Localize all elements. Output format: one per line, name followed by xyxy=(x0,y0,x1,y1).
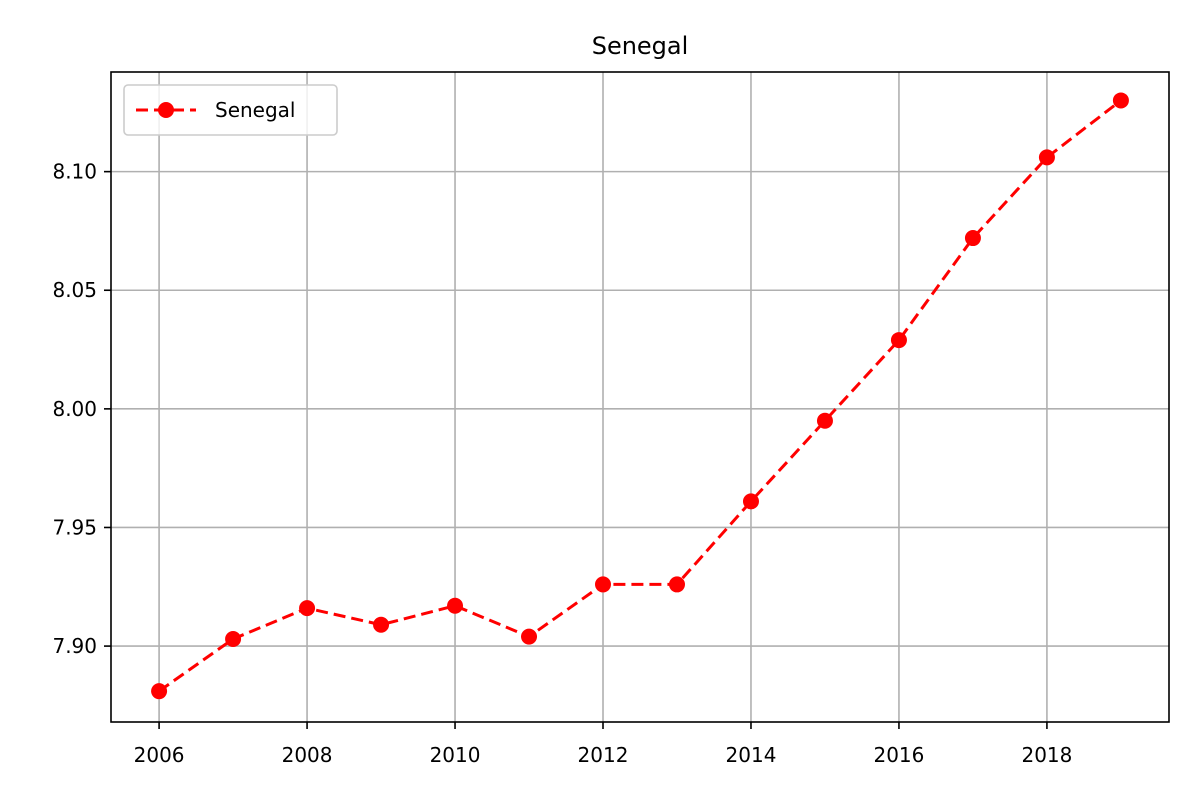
legend-marker xyxy=(158,102,174,118)
plot-frame xyxy=(110,71,1170,723)
data-point xyxy=(373,616,390,633)
grid xyxy=(111,72,1169,722)
data-point xyxy=(742,493,759,510)
x-tick-label: 2006 xyxy=(134,743,185,767)
data-point xyxy=(595,576,612,593)
y-tick-label: 8.05 xyxy=(52,278,97,302)
data-point xyxy=(1038,149,1055,166)
x-tick-label: 2014 xyxy=(726,743,777,767)
legend-box xyxy=(123,84,338,136)
y-tick-label: 8.10 xyxy=(52,160,97,184)
series-layer xyxy=(151,92,1129,700)
y-tick-label: 8.00 xyxy=(52,397,97,421)
y-tick-label: 7.90 xyxy=(52,634,97,658)
x-tick-label: 2018 xyxy=(1021,743,1072,767)
data-point xyxy=(1112,92,1129,109)
x-tick-label: 2010 xyxy=(430,743,481,767)
x-tick-label: 2016 xyxy=(873,743,924,767)
data-point xyxy=(299,600,316,617)
x-tick-label: 2008 xyxy=(282,743,333,767)
data-point xyxy=(225,630,242,647)
legend: Senegal xyxy=(123,84,338,136)
x-axis: 2006 2008 2010 2012 2014 2016 2018 xyxy=(134,722,1072,767)
chart-title: Senegal xyxy=(592,32,689,60)
x-tick-label: 2012 xyxy=(578,743,629,767)
data-point xyxy=(668,576,685,593)
data-point xyxy=(964,230,981,247)
data-point xyxy=(151,683,168,700)
data-point xyxy=(890,332,907,349)
y-axis: 7.90 7.95 8.00 8.05 8.10 xyxy=(52,160,111,658)
data-point xyxy=(447,597,464,614)
y-tick-label: 7.95 xyxy=(52,515,97,539)
data-point xyxy=(521,628,538,645)
data-point xyxy=(816,412,833,429)
legend-label: Senegal xyxy=(215,98,296,122)
series-line xyxy=(158,99,1122,693)
